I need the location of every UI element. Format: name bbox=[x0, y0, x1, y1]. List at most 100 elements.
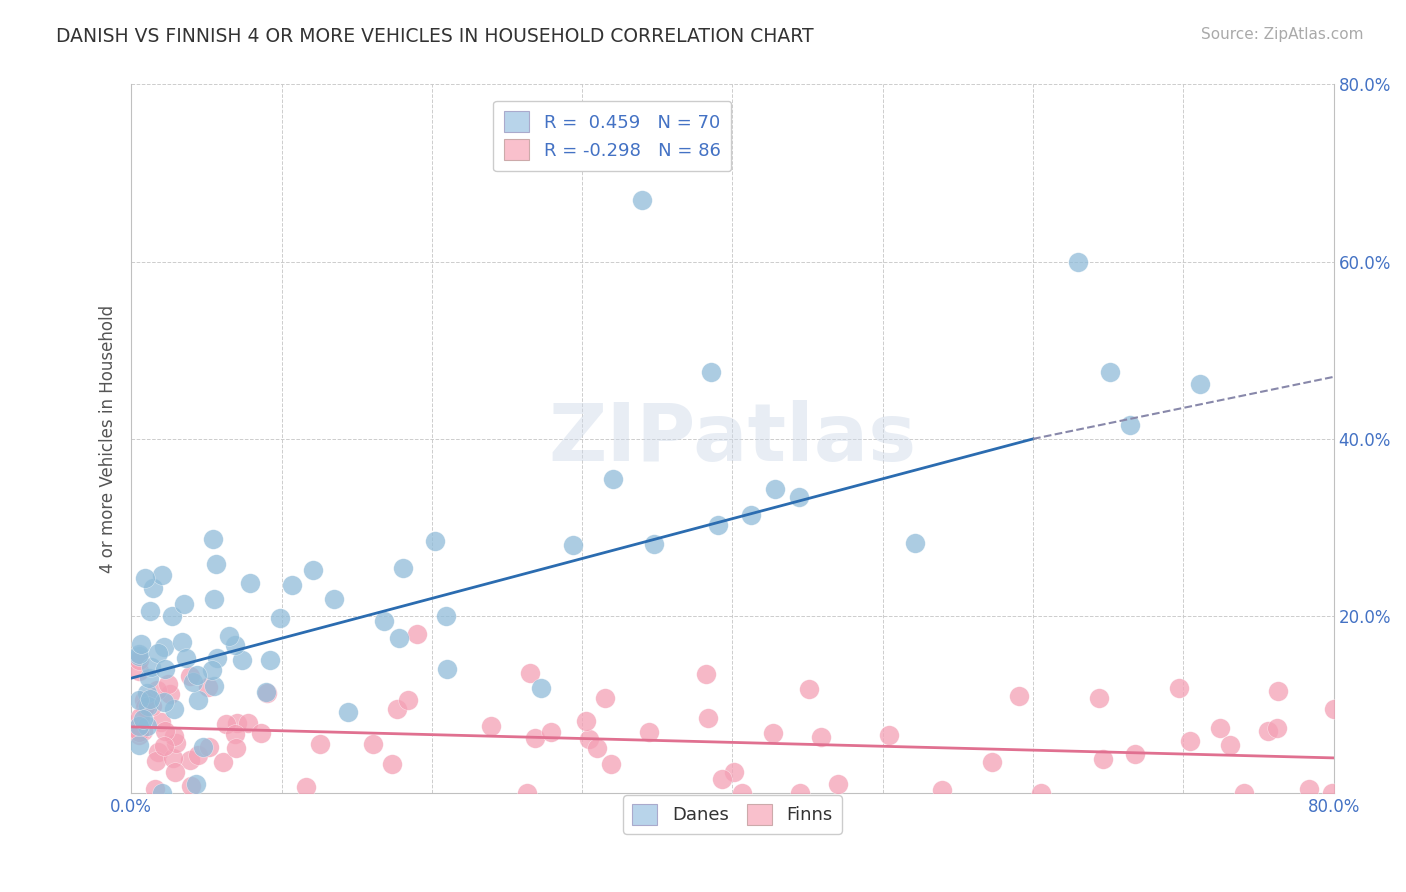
Point bbox=[575, 714, 598, 729]
Point bbox=[1257, 724, 1279, 739]
Point bbox=[980, 755, 1002, 769]
Point bbox=[128, 719, 150, 733]
Point bbox=[254, 685, 277, 699]
Point bbox=[789, 786, 811, 800]
Point bbox=[387, 702, 409, 716]
Point bbox=[128, 710, 150, 724]
Point bbox=[599, 756, 621, 771]
Point bbox=[198, 740, 221, 755]
Point bbox=[128, 719, 150, 733]
Point bbox=[138, 692, 160, 706]
Point bbox=[1180, 733, 1202, 747]
Point bbox=[214, 717, 236, 731]
Point bbox=[202, 533, 225, 547]
Point bbox=[187, 747, 209, 762]
Point bbox=[381, 756, 404, 771]
Point bbox=[202, 679, 225, 693]
Point bbox=[159, 687, 181, 701]
Point bbox=[700, 365, 723, 379]
Point bbox=[1091, 752, 1114, 766]
Point bbox=[181, 675, 204, 690]
Point bbox=[631, 193, 654, 207]
Point bbox=[578, 732, 600, 747]
Point bbox=[224, 638, 246, 652]
Point bbox=[425, 533, 447, 548]
Point bbox=[436, 661, 458, 675]
Point bbox=[637, 724, 659, 739]
Point bbox=[797, 682, 820, 697]
Point bbox=[1098, 365, 1121, 379]
Text: DANISH VS FINNISH 4 OR MORE VEHICLES IN HOUSEHOLD CORRELATION CHART: DANISH VS FINNISH 4 OR MORE VEHICLES IN … bbox=[56, 27, 814, 45]
Point bbox=[1298, 781, 1320, 796]
Point bbox=[153, 695, 176, 709]
Point bbox=[740, 508, 762, 523]
Point bbox=[707, 517, 730, 532]
Point bbox=[165, 764, 187, 779]
Point bbox=[128, 725, 150, 739]
Point bbox=[761, 725, 783, 739]
Point bbox=[361, 737, 384, 751]
Point bbox=[128, 664, 150, 678]
Point bbox=[141, 698, 163, 713]
Point bbox=[1119, 418, 1142, 433]
Point bbox=[128, 653, 150, 667]
Point bbox=[146, 745, 169, 759]
Point bbox=[156, 676, 179, 690]
Point bbox=[134, 700, 156, 714]
Point bbox=[128, 724, 150, 739]
Point bbox=[309, 737, 332, 751]
Point bbox=[191, 739, 214, 754]
Point bbox=[530, 681, 553, 696]
Point bbox=[202, 591, 225, 606]
Point bbox=[388, 631, 411, 645]
Point bbox=[155, 723, 177, 738]
Point bbox=[186, 668, 208, 682]
Point bbox=[162, 609, 184, 624]
Point bbox=[540, 725, 562, 739]
Point bbox=[1219, 738, 1241, 752]
Point bbox=[138, 671, 160, 685]
Point bbox=[128, 738, 150, 752]
Point bbox=[723, 764, 745, 779]
Point bbox=[697, 710, 720, 724]
Point bbox=[256, 686, 278, 700]
Point bbox=[336, 705, 359, 719]
Point bbox=[132, 712, 155, 726]
Point bbox=[405, 627, 427, 641]
Point bbox=[931, 782, 953, 797]
Point bbox=[1088, 691, 1111, 706]
Point bbox=[197, 680, 219, 694]
Point bbox=[224, 727, 246, 741]
Point bbox=[1267, 684, 1289, 698]
Point bbox=[128, 647, 150, 661]
Point bbox=[135, 698, 157, 713]
Point bbox=[204, 557, 226, 571]
Point bbox=[179, 669, 201, 683]
Point bbox=[695, 667, 717, 681]
Text: ZIPatlas: ZIPatlas bbox=[548, 400, 917, 478]
Point bbox=[479, 719, 502, 733]
Point bbox=[259, 653, 281, 667]
Point bbox=[146, 683, 169, 698]
Point bbox=[1123, 747, 1146, 761]
Point bbox=[827, 777, 849, 791]
Point bbox=[323, 592, 346, 607]
Point bbox=[145, 754, 167, 768]
Point bbox=[294, 780, 316, 795]
Point bbox=[187, 693, 209, 707]
Point bbox=[239, 575, 262, 590]
Point bbox=[231, 653, 253, 667]
Point bbox=[138, 604, 160, 618]
Point bbox=[1029, 786, 1052, 800]
Point bbox=[134, 570, 156, 584]
Point bbox=[149, 714, 172, 729]
Point bbox=[877, 729, 900, 743]
Point bbox=[174, 651, 197, 665]
Point bbox=[373, 614, 395, 628]
Point bbox=[142, 582, 165, 596]
Point bbox=[1188, 376, 1211, 391]
Y-axis label: 4 or more Vehicles in Household: 4 or more Vehicles in Household bbox=[100, 305, 117, 573]
Point bbox=[143, 782, 166, 797]
Point bbox=[163, 729, 186, 743]
Point bbox=[904, 535, 927, 549]
